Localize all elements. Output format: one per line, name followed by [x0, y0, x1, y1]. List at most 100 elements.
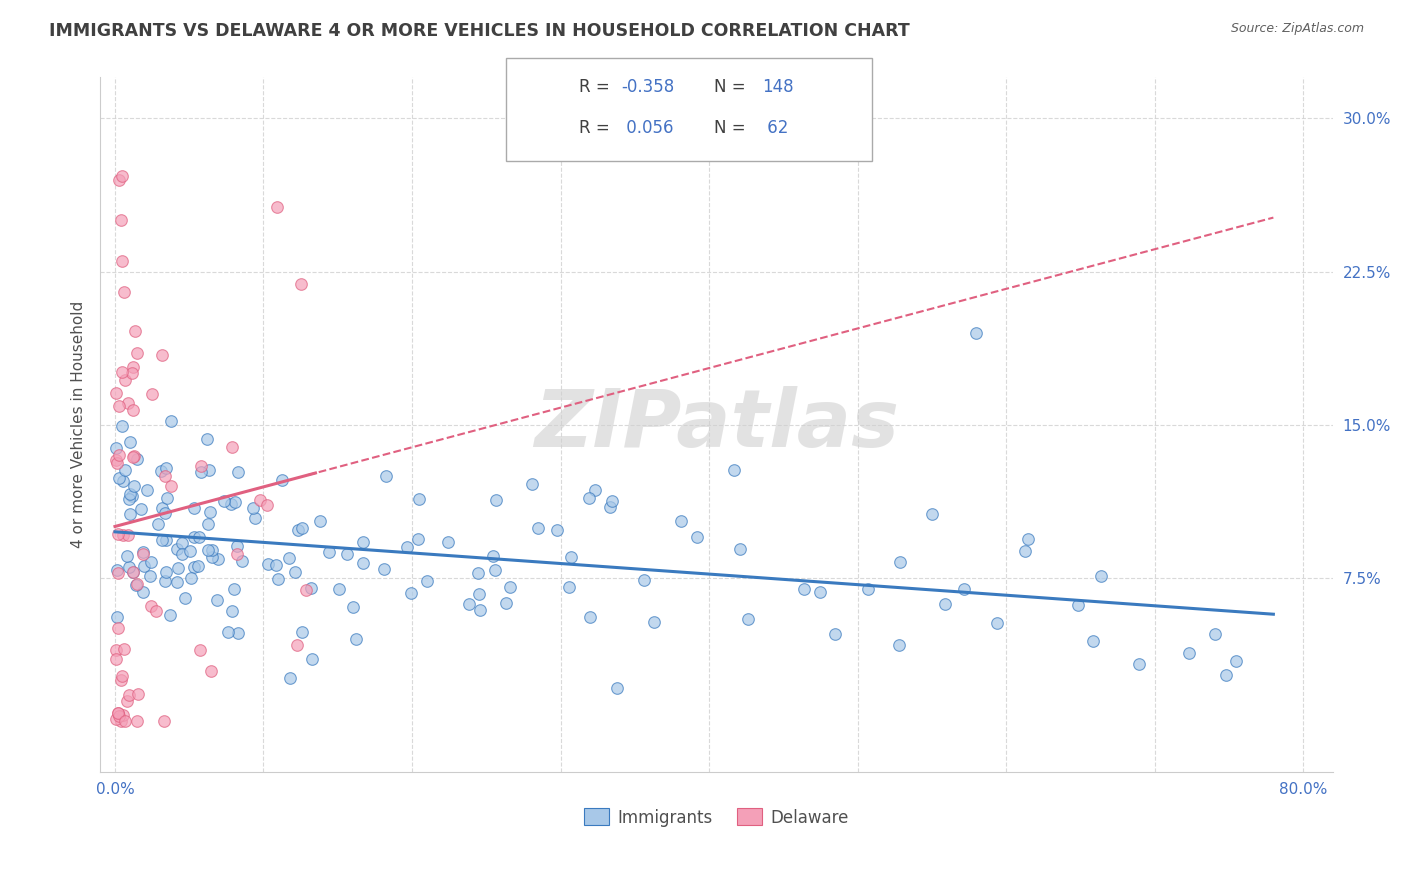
Legend: Immigrants, Delaware: Immigrants, Delaware [576, 802, 856, 833]
Point [285, 638, 308, 652]
Point [953, 582, 976, 597]
Point [166, 542, 188, 557]
Point [200, 505, 222, 519]
Point [127, 688, 149, 702]
Point [808, 585, 831, 599]
Point [150, 533, 173, 547]
Point [111, 366, 134, 380]
Point [195, 432, 218, 446]
Point [197, 543, 219, 558]
Point [108, 471, 131, 485]
Point [201, 543, 224, 558]
Point [583, 483, 606, 497]
Point [437, 535, 460, 549]
Point [136, 483, 159, 498]
Point [346, 632, 368, 647]
Point [125, 577, 148, 591]
Point [267, 573, 290, 587]
Point [150, 348, 173, 362]
Point [231, 554, 253, 568]
Point [127, 346, 149, 360]
Point [401, 586, 423, 600]
Point [118, 492, 141, 507]
Text: 0.056: 0.056 [621, 119, 673, 136]
Point [107, 706, 129, 720]
Point [117, 559, 139, 574]
Text: R =: R = [579, 78, 610, 96]
Point [824, 627, 846, 641]
Point [1225, 655, 1247, 669]
Point [633, 573, 655, 587]
Point [111, 254, 134, 268]
Point [224, 582, 246, 596]
Text: R =: R = [579, 119, 610, 136]
Point [134, 559, 156, 574]
Point [107, 706, 129, 721]
Point [219, 497, 242, 511]
Point [207, 552, 229, 566]
Point [249, 492, 271, 507]
Point [145, 604, 167, 618]
Point [889, 639, 911, 653]
Point [221, 604, 243, 618]
Point [108, 448, 131, 462]
Point [266, 200, 288, 214]
Point [155, 468, 177, 483]
Point [1090, 568, 1112, 582]
Point [197, 516, 219, 531]
Point [190, 458, 212, 473]
Point [122, 402, 145, 417]
Point [301, 652, 323, 666]
Point [408, 492, 430, 507]
Point [107, 527, 129, 541]
Point [336, 547, 359, 561]
Point [183, 500, 205, 515]
Point [578, 491, 600, 506]
Point [132, 545, 155, 559]
Point [131, 547, 153, 561]
Point [105, 441, 128, 455]
Point [173, 591, 195, 605]
Point [291, 521, 314, 535]
Point [117, 395, 139, 409]
Text: N =: N = [714, 78, 745, 96]
Point [190, 465, 212, 479]
Point [183, 530, 205, 544]
Point [108, 172, 131, 186]
Point [112, 474, 135, 488]
Point [546, 523, 568, 537]
Text: IMMIGRANTS VS DELAWARE 4 OR MORE VEHICLES IN HOUSEHOLD CORRELATION CHART: IMMIGRANTS VS DELAWARE 4 OR MORE VEHICLE… [49, 22, 910, 40]
Point [1067, 599, 1090, 613]
Point [105, 563, 128, 577]
Point [375, 468, 398, 483]
Point [284, 565, 307, 579]
Point [122, 360, 145, 375]
Point [187, 559, 209, 574]
Point [225, 547, 247, 561]
Y-axis label: 4 or more Vehicles in Household: 4 or more Vehicles in Household [72, 301, 86, 549]
Point [139, 599, 162, 614]
Point [112, 285, 135, 299]
Point [309, 514, 332, 528]
Point [120, 435, 142, 450]
Point [172, 535, 194, 549]
Point [606, 681, 628, 696]
Point [723, 463, 745, 477]
Point [122, 479, 145, 493]
Point [105, 456, 128, 470]
Point [467, 566, 489, 581]
Text: -0.358: -0.358 [621, 78, 675, 96]
Point [105, 651, 128, 665]
Point [1178, 646, 1201, 660]
Point [373, 562, 395, 576]
Point [124, 450, 146, 464]
Point [242, 501, 264, 516]
Point [139, 555, 162, 569]
Point [468, 603, 491, 617]
Point [107, 399, 129, 413]
Point [599, 500, 621, 514]
Point [291, 625, 314, 640]
Point [226, 466, 249, 480]
Point [172, 547, 194, 561]
Text: Source: ZipAtlas.com: Source: ZipAtlas.com [1230, 22, 1364, 36]
